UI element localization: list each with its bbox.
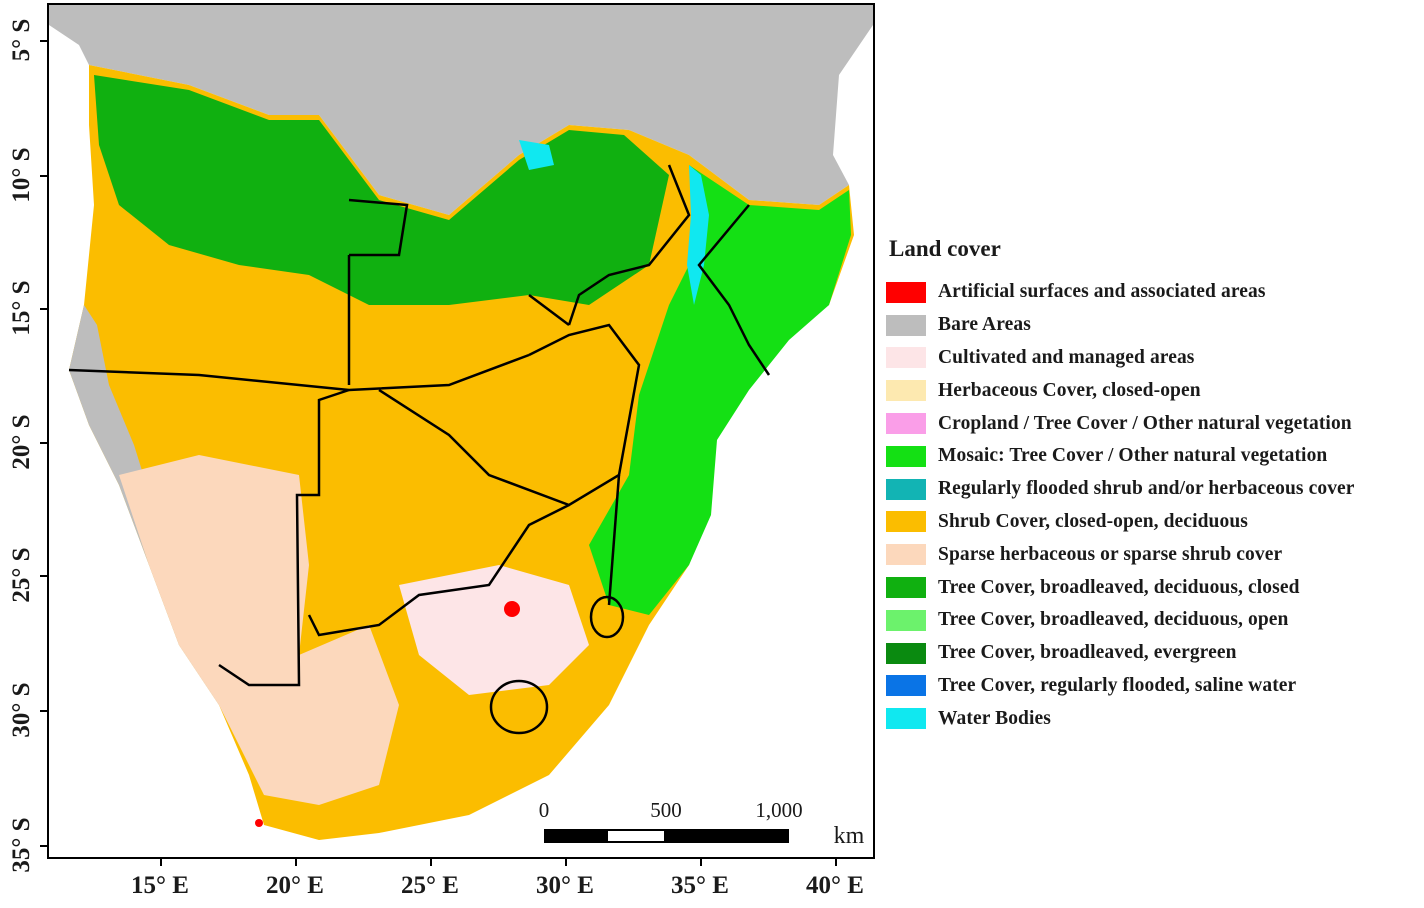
legend-label: Artificial surfaces and associated areas [938, 281, 1266, 303]
legend-label: Cultivated and managed areas [938, 346, 1195, 368]
legend-item: Cultivated and managed areas [886, 342, 1422, 375]
northern-land-area [49, 5, 873, 215]
legend-item: Shrub Cover, closed-open, deciduous [886, 506, 1422, 539]
legend-swatch [886, 478, 926, 500]
legend-swatch [886, 380, 926, 402]
legend-label: Bare Areas [938, 314, 1031, 336]
legend-label: Shrub Cover, closed-open, deciduous [938, 510, 1248, 532]
lon-label-30e: 30° E [536, 872, 594, 899]
legend-label: Regularly flooded shrub and/or herbaceou… [938, 478, 1355, 500]
legend-label: Mosaic: Tree Cover / Other natural veget… [938, 445, 1328, 467]
lon-tick [160, 859, 162, 866]
scale-tick-500: 500 [650, 798, 682, 822]
scale-tick-1000: 1,000 [755, 798, 803, 822]
scale-bar-segment [666, 829, 789, 843]
lat-label-15s: 15° S [8, 280, 35, 336]
cape-town-urban [255, 819, 263, 827]
map-panel: 0 500 1,000 km [47, 3, 875, 859]
lon-label-35e: 35° E [671, 872, 729, 899]
legend-item: Mosaic: Tree Cover / Other natural veget… [886, 440, 1422, 473]
legend-title: Land cover [889, 236, 1001, 261]
lon-tick [835, 859, 837, 866]
sparse-cover-region [119, 455, 399, 805]
legend-item: Herbaceous Cover, closed-open [886, 374, 1422, 407]
lat-tick [40, 40, 47, 42]
lat-label-30s: 30° S [8, 682, 35, 738]
legend-item: Sparse herbaceous or sparse shrub cover [886, 538, 1422, 571]
lon-label-15e: 15° E [131, 872, 189, 899]
eastern-tree-cover [589, 165, 851, 615]
lat-tick [40, 710, 47, 712]
legend-swatch [886, 347, 926, 369]
lon-label-40e: 40° E [806, 872, 864, 899]
lat-tick [40, 575, 47, 577]
lon-tick [700, 859, 702, 866]
lat-tick [40, 442, 47, 444]
legend-swatch [886, 314, 926, 336]
legend-label: Tree Cover, broadleaved, evergreen [938, 642, 1237, 664]
legend-swatch [886, 708, 926, 730]
scale-unit: km [833, 823, 865, 849]
cultivated-region [399, 565, 589, 695]
land-cover-map [49, 5, 873, 857]
legend-item: Tree Cover, broadleaved, evergreen [886, 637, 1422, 670]
legend-swatch [886, 544, 926, 566]
lon-tick [430, 859, 432, 866]
legend-label: Tree Cover, broadleaved, deciduous, clos… [938, 576, 1300, 598]
legend-item: Tree Cover, broadleaved, deciduous, clos… [886, 571, 1422, 604]
legend-item: Water Bodies [886, 702, 1422, 735]
legend-item: Regularly flooded shrub and/or herbaceou… [886, 473, 1422, 506]
legend-swatch [886, 413, 926, 435]
legend-label: Water Bodies [938, 707, 1051, 729]
lat-label-5s: 5° S [8, 18, 35, 62]
legend-label: Herbaceous Cover, closed-open [938, 379, 1201, 401]
lat-tick [40, 175, 47, 177]
legend-label: Sparse herbaceous or sparse shrub cover [938, 543, 1283, 565]
legend: Land cover Artificial surfaces and assoc… [886, 236, 1422, 735]
lon-tick [565, 859, 567, 866]
legend-item: Artificial surfaces and associated areas [886, 276, 1422, 309]
legend-label: Cropland / Tree Cover / Other natural ve… [938, 412, 1352, 434]
legend-item: Bare Areas [886, 309, 1422, 342]
legend-item: Tree Cover, broadleaved, deciduous, open [886, 604, 1422, 637]
lon-tick [295, 859, 297, 866]
johannesburg-urban [504, 601, 520, 617]
lat-label-35s: 35° S [8, 817, 35, 873]
legend-swatch [886, 577, 926, 599]
lake-malawi [687, 165, 709, 305]
legend-swatch [886, 511, 926, 533]
lon-label-20e: 20° E [266, 872, 324, 899]
lat-label-10s: 10° S [8, 147, 35, 203]
legend-swatch [886, 675, 926, 697]
legend-swatch [886, 281, 926, 303]
scale-bar-segment [606, 829, 666, 843]
scale-bar-segment [544, 829, 606, 843]
legend-items: Artificial surfaces and associated areas… [886, 276, 1422, 735]
northern-tree-cover [94, 75, 669, 305]
lat-label-20s: 20° S [8, 414, 35, 470]
scale-tick-0: 0 [538, 798, 550, 822]
legend-item: Cropland / Tree Cover / Other natural ve… [886, 407, 1422, 440]
legend-label: Tree Cover, broadleaved, deciduous, open [938, 609, 1289, 631]
legend-swatch [886, 642, 926, 664]
lake-bangweulu [519, 140, 554, 170]
legend-swatch [886, 445, 926, 467]
lat-label-25s: 25° S [8, 547, 35, 603]
lat-tick [40, 308, 47, 310]
legend-swatch [886, 609, 926, 631]
legend-item: Tree Cover, regularly flooded, saline wa… [886, 670, 1422, 703]
lat-tick [40, 845, 47, 847]
country-borders [68, 164, 771, 735]
legend-label: Tree Cover, regularly flooded, saline wa… [938, 674, 1297, 696]
lon-label-25e: 25° E [401, 872, 459, 899]
